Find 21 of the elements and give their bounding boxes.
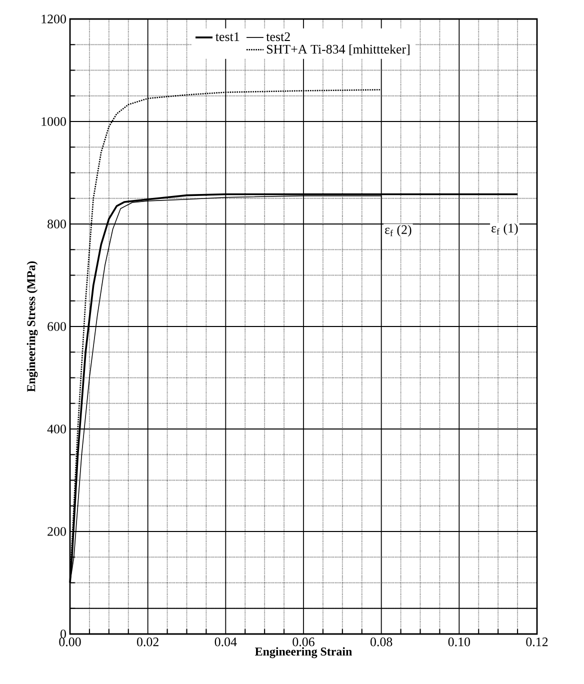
y-tick-label: 800 (48, 220, 66, 228)
x-tick-label: 0.08 (370, 638, 392, 646)
legend-label: SHT+A Ti-834 [mhittteker] (267, 44, 410, 56)
y-tick-label: 0 (60, 630, 66, 638)
annotation: ε$_{f}$ (1) (492, 223, 518, 236)
x-tick-label: 0.12 (526, 638, 548, 646)
y-tick-label: 1200 (42, 14, 66, 24)
y-tick-label: 600 (48, 322, 66, 331)
x-tick-label: 0.00 (59, 638, 81, 646)
x-axis-title: Engineering Strain (255, 647, 352, 658)
y-tick-label: 1000 (42, 117, 66, 126)
y-axis-title: Engineering Stress (MPa) (26, 261, 38, 392)
legend-label: test1 (216, 32, 240, 42)
legend-label: test2 (266, 32, 290, 42)
x-tick-label: 0.02 (137, 638, 158, 646)
x-tick-label: 0.04 (214, 638, 237, 646)
y-tick-label: 400 (47, 424, 66, 434)
y-tick-label: 200 (48, 527, 66, 536)
x-tick-label: 0.10 (448, 638, 470, 646)
annotation: ε$_{f}$ (2) (385, 224, 412, 237)
x-tick-label: 0.06 (292, 638, 314, 646)
